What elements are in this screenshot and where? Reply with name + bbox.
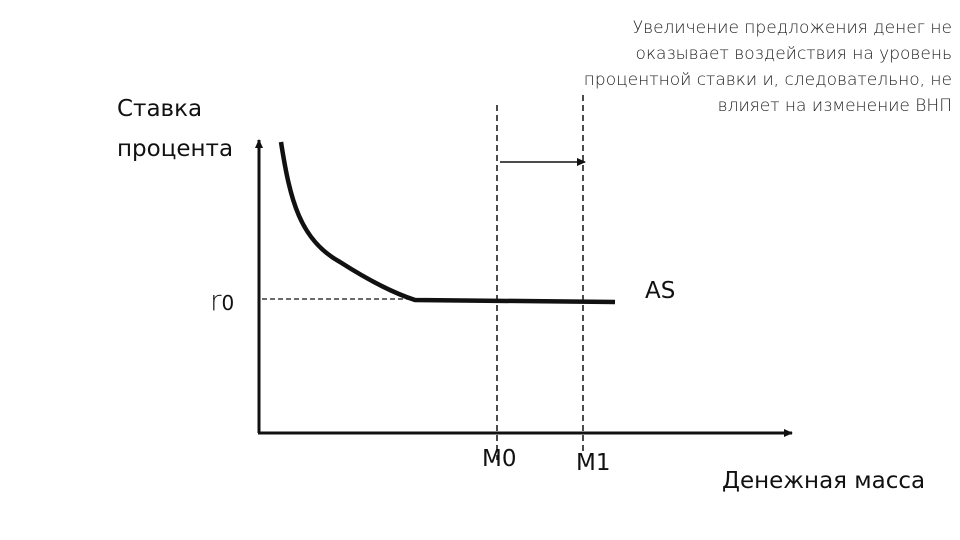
annotation-line: Увеличение предложения денег не (633, 18, 952, 38)
y-axis-label: Ставка (117, 96, 202, 122)
annotation-line: влияет на изменение ВНП (718, 96, 952, 116)
y-axis-label: процента (117, 136, 233, 162)
r-subscript: 0 (222, 291, 235, 315)
annotation-line: процентной ставки и, следовательно, не (584, 70, 952, 90)
as-curve (278, 141, 616, 305)
curve-label: AS (645, 278, 675, 304)
m1-label: M1 (576, 450, 610, 476)
annotation-line: оказывает воздействия на уровень (636, 44, 952, 64)
r-symbol: r (210, 284, 222, 317)
x-axis-label: Денежная масса (722, 468, 925, 494)
annotation: Увеличение предложения денег не оказывае… (584, 18, 952, 116)
m0-label: M0 (482, 446, 516, 472)
r-label: r0 (210, 284, 234, 317)
